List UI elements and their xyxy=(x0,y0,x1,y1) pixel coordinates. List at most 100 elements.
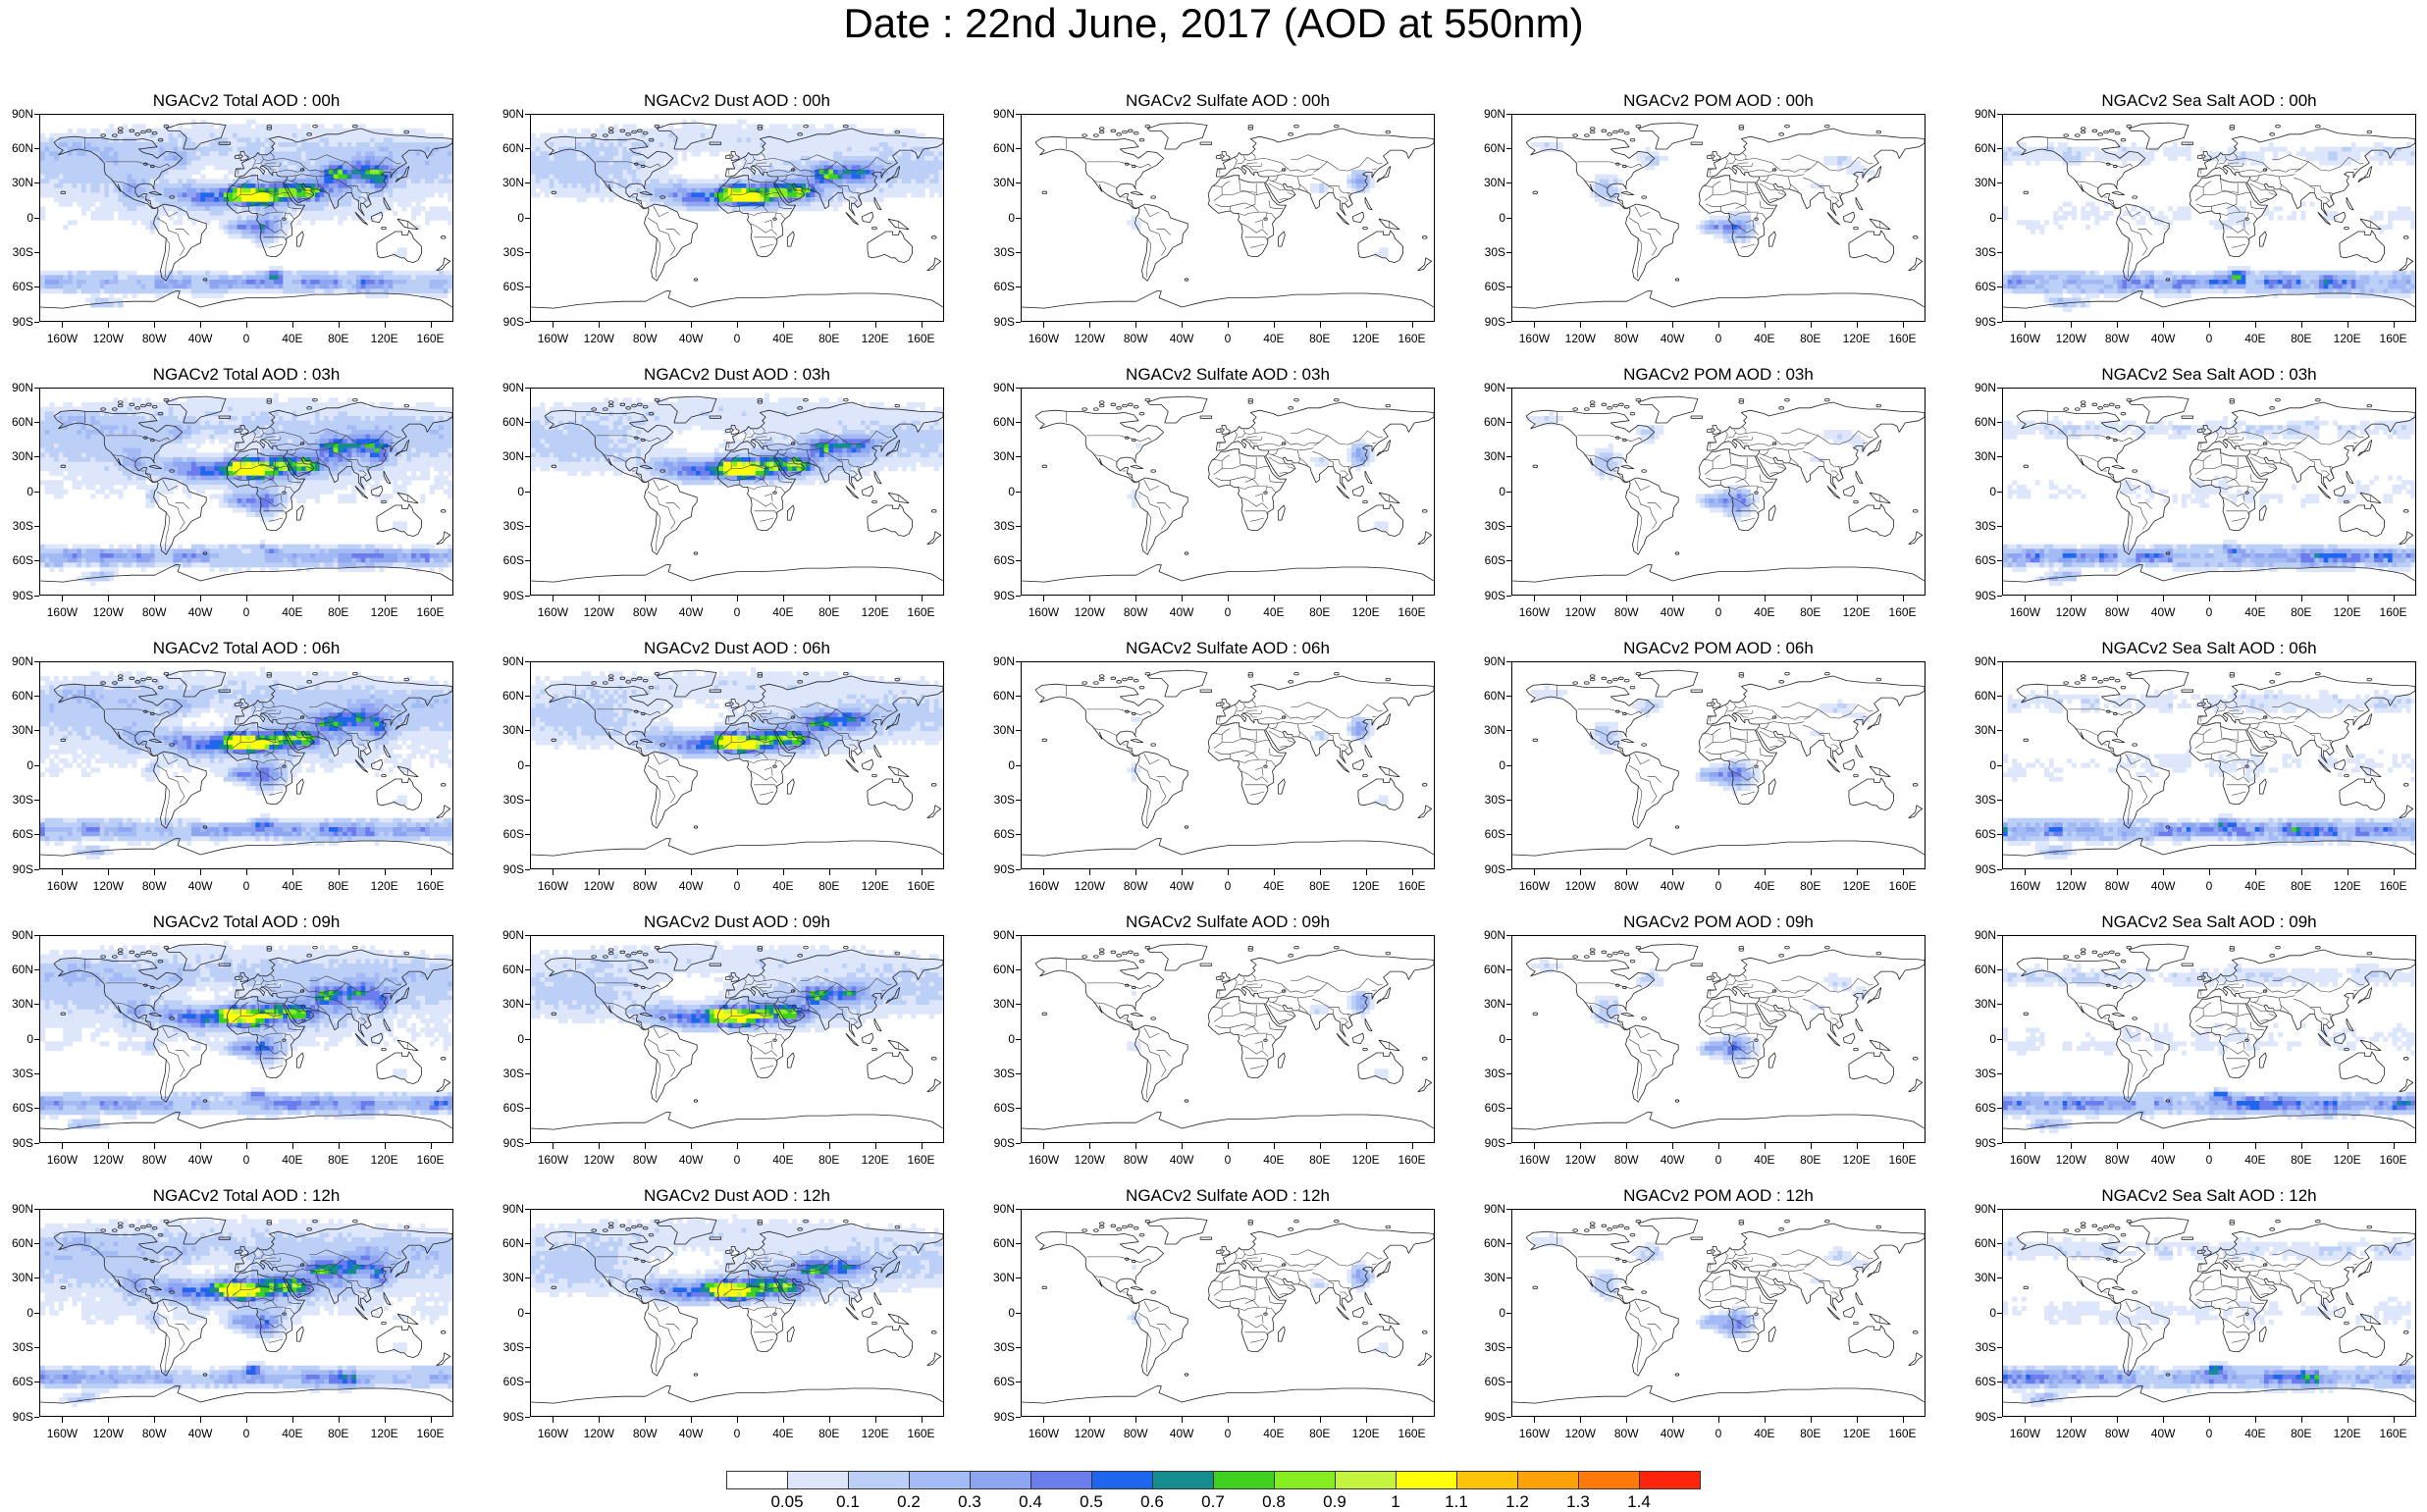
lon-tick xyxy=(200,1143,201,1149)
lon-label: 120E xyxy=(1832,879,1881,893)
lon-tick xyxy=(2209,869,2210,875)
lon-label: 80W xyxy=(2092,1153,2141,1167)
lon-tick xyxy=(1765,322,1766,328)
lat-label: 30S xyxy=(491,1340,524,1354)
map-frame xyxy=(39,935,453,1143)
lat-tick xyxy=(1016,696,1021,697)
colorbar-label: 0.8 xyxy=(1244,1492,1303,1512)
lon-tick xyxy=(645,1143,646,1149)
lat-label: 60S xyxy=(1472,1375,1505,1388)
lat-tick xyxy=(1506,218,1511,219)
lat-tick xyxy=(1506,800,1511,801)
lon-label: 160W xyxy=(37,332,86,345)
lat-label: 0 xyxy=(491,211,524,225)
lon-tick xyxy=(1534,869,1535,875)
lat-tick xyxy=(525,1313,530,1314)
lon-tick xyxy=(1089,1417,1090,1423)
lon-label: 40W xyxy=(1157,1427,1206,1440)
lon-label: 80W xyxy=(1602,1153,1651,1167)
lat-label: 30S xyxy=(1963,1340,1996,1354)
lat-label: 60S xyxy=(1963,553,1996,567)
lat-tick xyxy=(1016,182,1021,183)
lat-label: 90S xyxy=(0,1410,33,1424)
lon-tick xyxy=(1228,322,1229,328)
colorbar-swatch xyxy=(1639,1471,1701,1489)
lat-label: 0 xyxy=(1963,1032,1996,1046)
lat-tick xyxy=(525,322,530,323)
lon-label: 80W xyxy=(620,605,669,619)
lon-tick xyxy=(2255,322,2256,328)
lon-label: 40E xyxy=(1249,1427,1298,1440)
lat-label: 90N xyxy=(1963,381,1996,394)
lon-label: 80E xyxy=(314,605,363,619)
panel-title: NGACv2 Total AOD : 00h xyxy=(39,90,453,112)
lon-label: 120E xyxy=(2323,605,2372,619)
lat-label: 60S xyxy=(1963,1101,1996,1115)
lat-tick xyxy=(1997,1417,2002,1418)
lon-tick xyxy=(553,869,554,875)
lon-label: 160E xyxy=(897,879,946,893)
lon-tick xyxy=(875,1143,876,1149)
lon-label: 120E xyxy=(360,1153,409,1167)
coastlines xyxy=(1512,396,1925,582)
lon-tick xyxy=(1811,322,1812,328)
lon-label: 40E xyxy=(2231,1153,2280,1167)
lat-tick xyxy=(1506,1277,1511,1278)
map-svg xyxy=(2003,936,2415,1142)
lat-label: 90N xyxy=(1963,107,1996,121)
lon-label: 160W xyxy=(1509,1427,1558,1440)
lat-label: 30N xyxy=(981,449,1015,463)
lon-label: 160E xyxy=(2369,1153,2418,1167)
lon-tick xyxy=(553,322,554,328)
lon-tick xyxy=(339,322,340,328)
map-svg xyxy=(2003,1210,2415,1416)
lat-label: 0 xyxy=(981,211,1015,225)
lon-label: 80E xyxy=(314,1427,363,1440)
lat-label: 30S xyxy=(981,519,1015,533)
lon-tick xyxy=(292,1417,293,1423)
lat-tick xyxy=(1506,834,1511,835)
panel-title: NGACv2 Sea Salt AOD : 03h xyxy=(2002,364,2416,386)
lon-tick xyxy=(1626,869,1627,875)
lon-tick xyxy=(1534,596,1535,601)
lon-label: 160W xyxy=(1019,332,1068,345)
lat-tick xyxy=(34,182,39,183)
lon-label: 160W xyxy=(1509,605,1558,619)
country-borders xyxy=(1066,685,1389,824)
lon-tick xyxy=(1672,869,1673,875)
lon-tick xyxy=(2209,322,2210,328)
lon-label: 160W xyxy=(2000,332,2049,345)
lat-label: 60N xyxy=(1472,141,1505,155)
lon-label: 160E xyxy=(1878,1427,1927,1440)
lon-label: 40W xyxy=(666,332,715,345)
lon-tick xyxy=(385,1143,386,1149)
lat-label: 90N xyxy=(981,107,1015,121)
lon-tick xyxy=(1626,1417,1627,1423)
lon-label: 40W xyxy=(1157,332,1206,345)
lon-label: 120W xyxy=(574,332,623,345)
lat-tick xyxy=(34,1073,39,1074)
lon-tick xyxy=(829,1143,830,1149)
lon-label: 80W xyxy=(620,332,669,345)
lon-label: 0 xyxy=(222,879,271,893)
lon-tick xyxy=(783,322,784,328)
map-svg xyxy=(40,936,452,1142)
lat-label: 30N xyxy=(491,449,524,463)
lon-tick xyxy=(1811,869,1812,875)
lon-tick xyxy=(108,1417,109,1423)
lat-label: 30N xyxy=(0,723,33,737)
lon-tick xyxy=(922,1417,923,1423)
lat-tick xyxy=(34,456,39,457)
lat-label: 0 xyxy=(1472,211,1505,225)
lat-tick xyxy=(525,456,530,457)
coastlines xyxy=(1022,944,1434,1129)
lat-label: 0 xyxy=(1472,485,1505,498)
lat-label: 90N xyxy=(1472,928,1505,942)
lat-tick xyxy=(1506,869,1511,870)
lat-label: 30S xyxy=(1963,1067,1996,1080)
lat-tick xyxy=(1997,969,2002,970)
lon-label: 80W xyxy=(1111,605,1160,619)
colorbar-label: 1.4 xyxy=(1609,1492,1668,1512)
